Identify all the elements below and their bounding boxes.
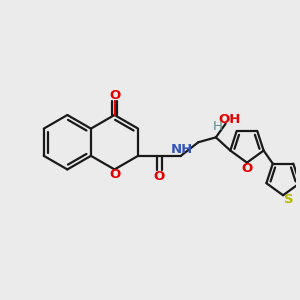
Text: O: O — [109, 168, 120, 181]
Text: H: H — [213, 120, 223, 133]
Text: O: O — [154, 170, 165, 183]
Text: S: S — [284, 193, 294, 206]
Text: O: O — [109, 89, 120, 102]
Text: NH: NH — [171, 143, 193, 157]
Text: OH: OH — [218, 113, 241, 126]
Text: O: O — [242, 162, 253, 175]
